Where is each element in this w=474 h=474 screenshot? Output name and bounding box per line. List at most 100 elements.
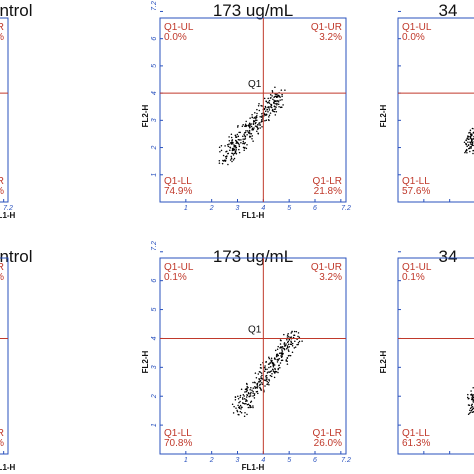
data-point [267, 371, 269, 373]
data-point [259, 381, 261, 383]
data-point [256, 126, 258, 128]
data-point [246, 133, 248, 136]
data-point [264, 365, 266, 367]
data-point [245, 396, 248, 398]
data-point [236, 410, 239, 413]
quadrant-label-ll: Q1-LL [402, 428, 430, 439]
data-point [250, 387, 252, 389]
quadrant-pct-ur: 1.0% [0, 32, 4, 43]
data-point [267, 97, 269, 100]
data-point [245, 147, 248, 150]
data-point [264, 368, 267, 371]
data-point [241, 402, 244, 404]
data-point [274, 368, 276, 370]
data-point [265, 375, 268, 377]
quadrant-label-ur: Q1-UR [311, 22, 342, 33]
x-tick-label: 7.2 [341, 457, 351, 464]
data-point [280, 89, 283, 91]
data-point [266, 109, 268, 111]
data-point [255, 377, 258, 379]
data-point [236, 133, 239, 136]
quadrant-pct-ur: 3.2% [319, 32, 342, 43]
quadrant-pct-ll: 70.8% [164, 438, 192, 449]
data-point [235, 147, 237, 149]
data-point [254, 119, 257, 121]
data-point [467, 141, 469, 143]
data-point [301, 340, 303, 342]
data-point [276, 93, 278, 95]
data-point [281, 354, 283, 356]
quadrant-label-ll: Q1-LL [402, 176, 430, 187]
data-point [231, 139, 234, 141]
data-point [298, 336, 301, 338]
data-point [287, 343, 290, 346]
data-point [249, 388, 251, 391]
data-point [266, 380, 268, 383]
data-point [471, 144, 474, 147]
data-point [276, 355, 278, 357]
data-point [291, 351, 294, 354]
data-point [285, 343, 287, 345]
data-point [265, 100, 268, 103]
data-point [228, 143, 230, 145]
y-tick-label: 1 [151, 423, 158, 427]
data-point [244, 141, 246, 144]
data-point [246, 387, 248, 389]
data-point [256, 114, 258, 117]
plot-frame [0, 17, 9, 203]
data-point [238, 144, 240, 146]
data-point [279, 352, 282, 354]
data-point [234, 396, 237, 398]
data-point [268, 383, 270, 386]
data-point [277, 358, 279, 361]
y-tick-label: 2 [151, 394, 158, 399]
data-point [472, 152, 474, 155]
data-point [236, 141, 239, 143]
data-point [239, 400, 241, 403]
data-point [240, 139, 242, 141]
data-point [238, 406, 240, 409]
data-point [234, 398, 237, 401]
data-point [256, 130, 258, 132]
y-tick-label: 2 [151, 146, 158, 151]
data-point [269, 366, 272, 368]
y-tick-label: 6 [151, 279, 158, 283]
data-point [254, 112, 256, 114]
data-point [280, 339, 282, 342]
data-point [240, 141, 242, 144]
data-point [258, 384, 261, 386]
data-point [265, 113, 268, 115]
data-point [277, 354, 280, 357]
data-point [279, 347, 281, 349]
data-point [293, 330, 296, 333]
data-point [472, 149, 474, 152]
data-point [283, 333, 285, 336]
data-point [271, 373, 273, 375]
data-point [281, 345, 284, 348]
data-point [238, 148, 240, 151]
data-point [237, 404, 239, 407]
data-point [219, 150, 221, 153]
quadrant-label-ur: Q1-UR [311, 262, 342, 273]
data-point [275, 94, 277, 96]
data-point [249, 126, 251, 128]
data-point [272, 370, 275, 373]
data-point [276, 361, 279, 363]
data-point [227, 163, 229, 166]
data-point [277, 371, 279, 374]
data-point [469, 409, 471, 411]
data-point [468, 135, 470, 138]
data-point [290, 332, 292, 334]
data-point [285, 347, 288, 350]
x-tick-label: 7.2 [3, 205, 13, 212]
data-point [264, 110, 267, 112]
data-point [266, 377, 268, 379]
data-point [281, 351, 283, 354]
data-point [259, 124, 262, 126]
data-point [276, 348, 279, 351]
data-point [249, 393, 252, 395]
data-point [271, 95, 273, 97]
data-point [243, 133, 245, 135]
